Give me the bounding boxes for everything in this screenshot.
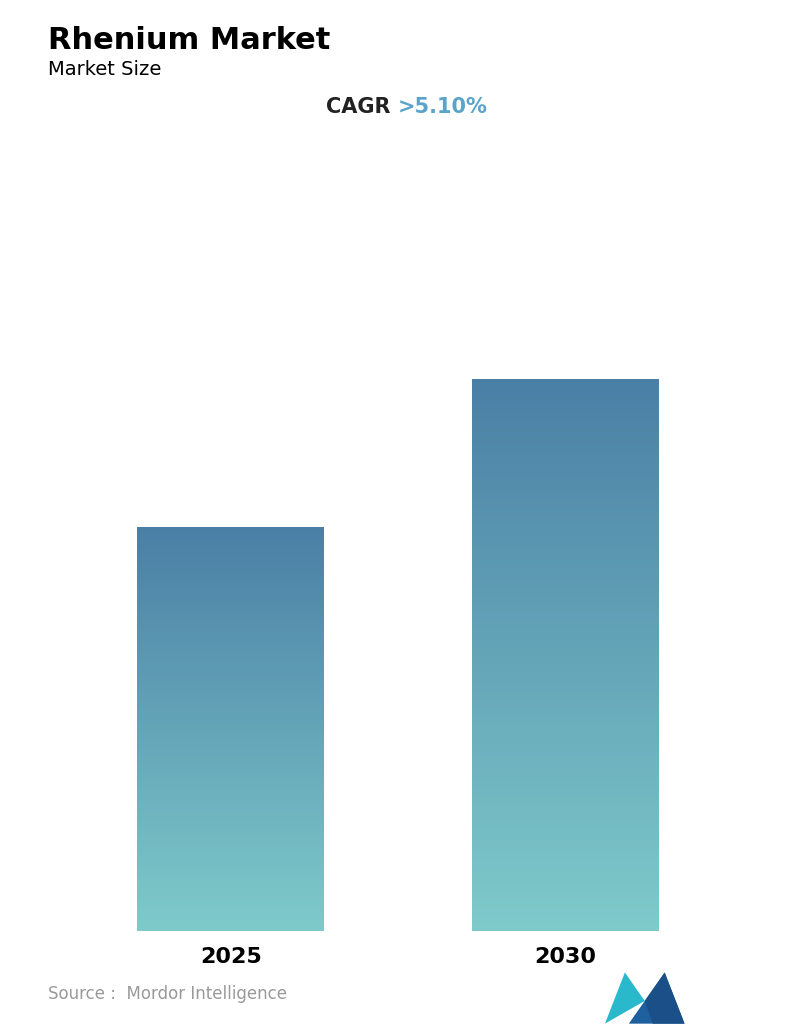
Polygon shape [629,972,685,1024]
Text: Market Size: Market Size [48,60,161,79]
Text: Source :  Mordor Intelligence: Source : Mordor Intelligence [48,985,287,1003]
Text: CAGR: CAGR [326,97,398,117]
Text: Rhenium Market: Rhenium Market [48,26,330,55]
Text: >5.10%: >5.10% [398,97,488,117]
Polygon shape [645,972,685,1024]
Polygon shape [605,972,645,1024]
